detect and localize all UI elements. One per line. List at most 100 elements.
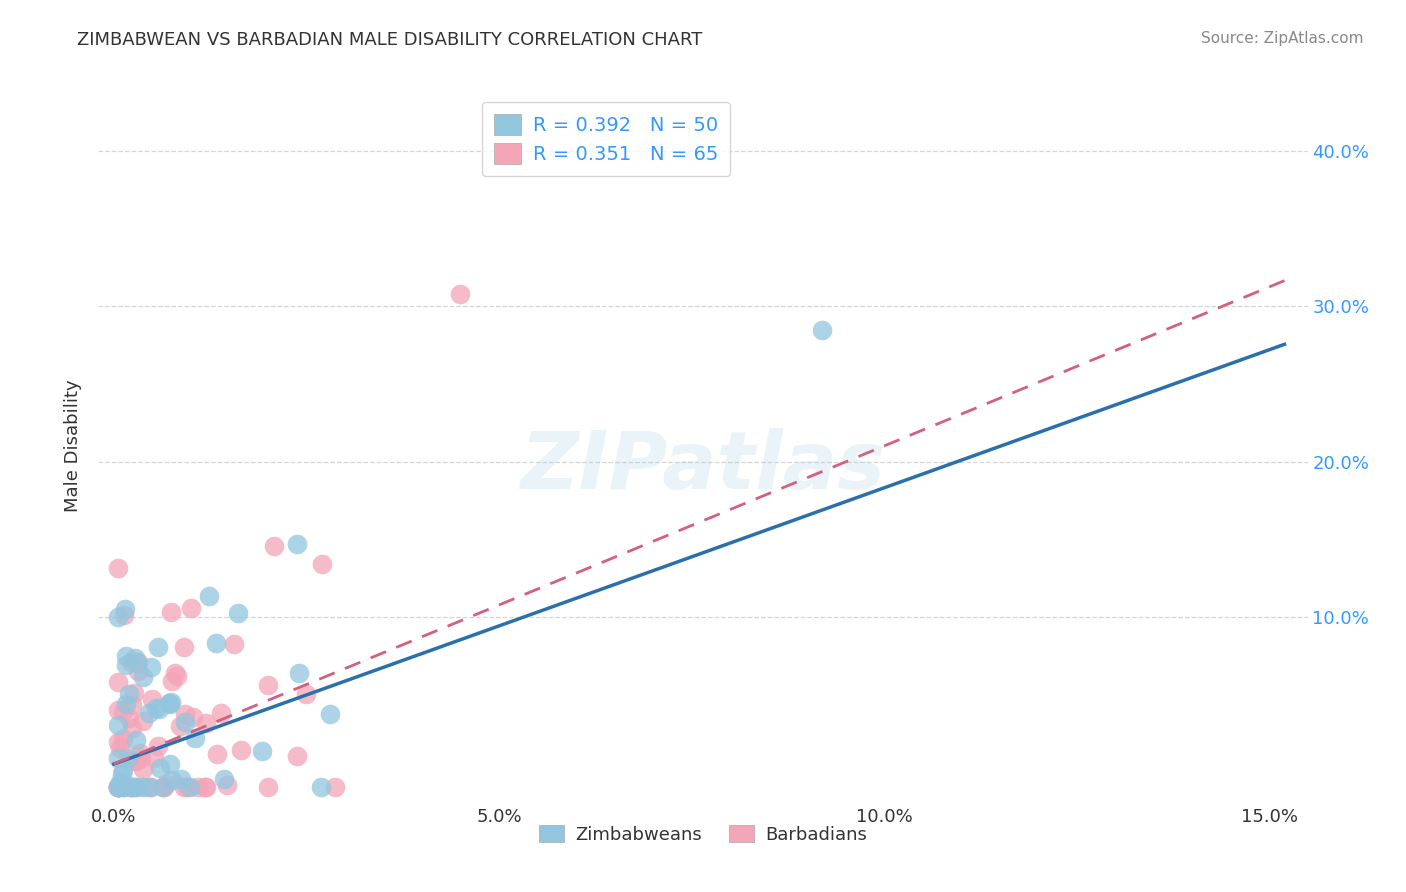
Point bbox=[184, 731, 207, 745]
Point bbox=[146, 739, 169, 753]
Point bbox=[125, 780, 148, 795]
Point bbox=[174, 706, 197, 721]
Point bbox=[125, 733, 148, 747]
Point bbox=[107, 703, 129, 717]
Point bbox=[127, 655, 149, 669]
Point bbox=[226, 606, 249, 620]
Point bbox=[173, 714, 195, 729]
Point bbox=[107, 561, 129, 575]
Point bbox=[107, 717, 129, 731]
Point bbox=[138, 780, 160, 795]
Point bbox=[107, 780, 129, 795]
Point bbox=[166, 669, 188, 683]
Point bbox=[107, 675, 129, 690]
Point bbox=[111, 732, 134, 747]
Point bbox=[112, 763, 135, 777]
Point bbox=[107, 751, 129, 765]
Point bbox=[120, 754, 142, 768]
Point bbox=[194, 780, 217, 795]
Point bbox=[112, 780, 135, 795]
Point bbox=[169, 719, 191, 733]
Point bbox=[107, 780, 129, 795]
Point bbox=[125, 656, 148, 670]
Point bbox=[311, 780, 333, 795]
Point bbox=[148, 640, 170, 654]
Point bbox=[132, 714, 155, 729]
Legend: Zimbabweans, Barbadians: Zimbabweans, Barbadians bbox=[531, 818, 875, 851]
Point bbox=[129, 746, 152, 760]
Point bbox=[152, 780, 174, 795]
Point bbox=[141, 660, 163, 674]
Point bbox=[176, 780, 198, 795]
Point bbox=[120, 780, 142, 795]
Point bbox=[250, 744, 273, 758]
Point bbox=[110, 740, 132, 755]
Point bbox=[112, 608, 135, 623]
Point bbox=[139, 780, 162, 795]
Point bbox=[257, 678, 280, 692]
Point bbox=[159, 756, 181, 771]
Point bbox=[115, 658, 138, 673]
Point bbox=[294, 687, 316, 701]
Point bbox=[180, 601, 202, 615]
Point bbox=[145, 700, 167, 714]
Point bbox=[143, 750, 166, 764]
Point bbox=[204, 636, 226, 650]
Point bbox=[115, 697, 138, 711]
Point bbox=[107, 610, 129, 624]
Point bbox=[215, 778, 238, 792]
Point bbox=[111, 766, 134, 780]
Point bbox=[231, 743, 253, 757]
Point bbox=[124, 780, 146, 795]
Point bbox=[155, 777, 177, 791]
Point bbox=[197, 589, 219, 603]
Point bbox=[120, 780, 142, 795]
Point bbox=[127, 664, 149, 678]
Point bbox=[135, 780, 157, 795]
Point bbox=[107, 780, 129, 795]
Point bbox=[120, 656, 142, 670]
Point bbox=[209, 706, 232, 721]
Point bbox=[117, 687, 139, 701]
Text: ZIPatlas: ZIPatlas bbox=[520, 428, 886, 507]
Point bbox=[114, 602, 136, 616]
Point bbox=[263, 539, 285, 553]
Point bbox=[222, 637, 245, 651]
Point bbox=[194, 780, 217, 795]
Point bbox=[149, 761, 172, 775]
Point bbox=[107, 780, 129, 795]
Y-axis label: Male Disability: Male Disability bbox=[65, 380, 83, 512]
Point bbox=[285, 537, 308, 551]
Point bbox=[160, 772, 183, 787]
Point bbox=[187, 780, 209, 795]
Point bbox=[285, 749, 308, 764]
Point bbox=[325, 780, 347, 795]
Point bbox=[107, 735, 129, 749]
Point bbox=[160, 673, 183, 688]
Point bbox=[112, 780, 135, 795]
Point bbox=[107, 780, 129, 795]
Point bbox=[115, 648, 138, 663]
Point bbox=[107, 780, 129, 795]
Point bbox=[311, 558, 333, 572]
Point bbox=[205, 747, 228, 762]
Point bbox=[152, 780, 174, 795]
Point bbox=[170, 772, 193, 786]
Point bbox=[212, 772, 235, 787]
Point bbox=[288, 666, 311, 681]
Point bbox=[179, 780, 201, 795]
Point bbox=[124, 650, 146, 665]
Text: ZIMBABWEAN VS BARBADIAN MALE DISABILITY CORRELATION CHART: ZIMBABWEAN VS BARBADIAN MALE DISABILITY … bbox=[77, 31, 703, 49]
Point bbox=[129, 751, 152, 765]
Point bbox=[157, 696, 180, 710]
Point bbox=[122, 686, 145, 700]
Point bbox=[173, 780, 195, 795]
Point bbox=[107, 780, 129, 795]
Point bbox=[173, 640, 195, 655]
Point bbox=[112, 704, 135, 718]
Point bbox=[318, 706, 340, 721]
Point bbox=[121, 721, 143, 735]
Point bbox=[124, 754, 146, 768]
Point bbox=[256, 780, 278, 795]
Point bbox=[120, 780, 142, 795]
